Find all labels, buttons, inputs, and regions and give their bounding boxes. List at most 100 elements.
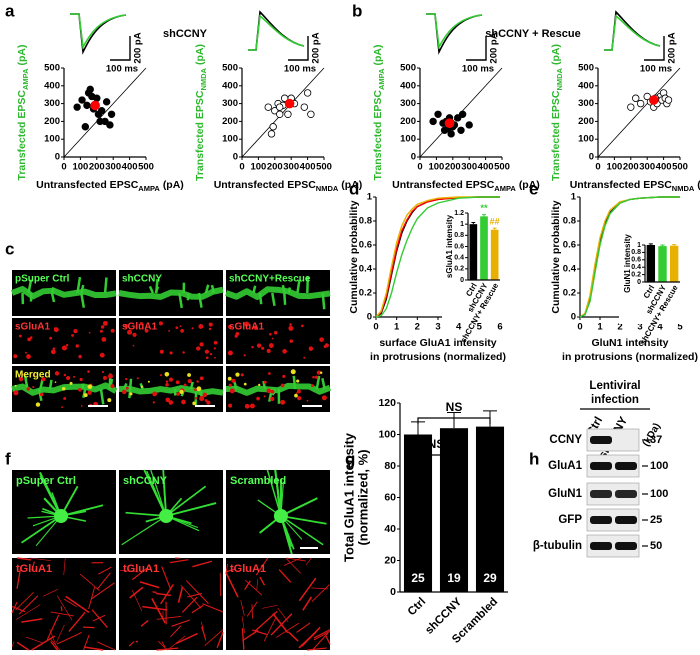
image-label: sGluA1: [122, 322, 157, 333]
stained-neurite: [201, 621, 206, 641]
y-tick-label: 0.2: [454, 266, 464, 273]
y-tick-label: 0: [390, 586, 396, 598]
data-point: [264, 103, 272, 111]
puncta: [312, 375, 315, 379]
y-tick-label: 1: [367, 192, 373, 203]
axis-label-text: Transfected EPSC: [550, 90, 562, 181]
x-tick-label: 100: [606, 162, 622, 173]
band: [615, 542, 637, 550]
puncta: [319, 337, 324, 342]
spine: [315, 375, 321, 390]
puncta: [213, 340, 218, 345]
y-tick-label: 0.6: [359, 240, 372, 251]
y-tick-label: 0.8: [631, 249, 641, 256]
puncta: [39, 392, 44, 397]
data-point: [643, 92, 651, 101]
image-label: sGluA1: [15, 322, 50, 333]
y-tick-label: 0.4: [359, 264, 373, 275]
stained-neurite: [298, 577, 317, 602]
puncta: [78, 354, 82, 359]
significance-mark: ##: [490, 216, 500, 226]
y-tick-label: 100: [578, 134, 594, 145]
puncta: [24, 351, 27, 354]
spine: [252, 285, 257, 294]
puncta: [80, 405, 83, 407]
puncta: [87, 390, 92, 395]
sample-size: 19: [447, 571, 461, 585]
size-marker: 100: [650, 488, 668, 500]
stained-neurite: [277, 607, 289, 623]
neurite: [280, 515, 324, 546]
puncta: [26, 387, 31, 391]
x-tick-label: 1: [597, 322, 603, 333]
axis-label: Untransfected EPSCAMPA (pA): [392, 179, 540, 194]
scale-label: 100 ms: [106, 64, 138, 75]
puncta: [269, 332, 272, 336]
puncta: [78, 387, 82, 392]
puncta: [282, 349, 287, 354]
axis-label: Transfected EPSCNMDA (pA): [550, 44, 565, 181]
data-point: [636, 99, 645, 108]
puncta: [266, 348, 271, 353]
blot-strip: [586, 482, 640, 506]
puncta: [168, 330, 171, 332]
image-label: shCCNY: [122, 274, 162, 285]
puncta: [268, 343, 274, 348]
soma: [54, 509, 69, 523]
stained-neurite: [241, 628, 245, 650]
spine: [76, 276, 82, 294]
mean-point: [284, 98, 295, 109]
puncta: [152, 391, 158, 397]
puncta: [199, 342, 204, 347]
stained-neurite: [278, 569, 292, 583]
puncta: [187, 373, 191, 377]
puncta: [53, 327, 56, 330]
stained-neurite: [244, 580, 251, 590]
panel-label: d: [349, 179, 359, 198]
stained-neurite: [15, 592, 34, 611]
puncta: [87, 384, 93, 390]
x-tick-label: 200: [445, 162, 461, 173]
axis-label: Transfected EPSCAMPA (pA): [372, 45, 387, 181]
y-tick-label: 1: [571, 192, 577, 203]
y-tick-label: 100: [44, 134, 60, 145]
stained-neurite: [192, 560, 213, 568]
stained-neurite: [263, 617, 277, 642]
puncta: [297, 396, 302, 401]
image-label: shCCNY: [123, 475, 168, 487]
stained-neurite: [29, 557, 51, 562]
data-point: [102, 98, 111, 106]
puncta: [65, 375, 71, 381]
band: [590, 436, 612, 444]
spine: [154, 286, 160, 294]
spine: [204, 284, 210, 294]
puncta: [295, 392, 298, 394]
scale-label: 200 pA: [133, 32, 144, 63]
y-tick-label: 60: [384, 491, 396, 503]
y-tick-label: 80: [384, 460, 396, 472]
stained-neurite: [256, 579, 259, 590]
error-bar: [648, 243, 653, 245]
spine: [258, 292, 263, 305]
x-tick-label: 400: [656, 162, 672, 173]
puncta: [199, 396, 205, 402]
panel-label: f: [5, 449, 11, 468]
stained-neurite: [63, 598, 77, 607]
stained-neurite: [305, 557, 312, 566]
image-label: tGluA1: [230, 563, 266, 575]
y-tick-label: 0.8: [359, 216, 372, 227]
axis-label: Untransfected EPSCAMPA (pA): [36, 179, 184, 194]
axis-label-subscript: AMPA: [377, 68, 386, 90]
identity-line: [63, 67, 147, 158]
puncta: [196, 380, 199, 383]
axis-label-subscript: NMDA: [316, 184, 339, 193]
comparison-label: NS: [446, 400, 463, 414]
dendrite: [10, 286, 117, 300]
data-point: [106, 121, 114, 129]
y-tick-label: 100: [222, 134, 238, 145]
puncta: [266, 388, 272, 394]
y-tick-label: 40: [384, 523, 396, 535]
puncta: [316, 370, 322, 375]
stained-neurite: [68, 611, 86, 632]
stained-neurite: [283, 557, 302, 566]
